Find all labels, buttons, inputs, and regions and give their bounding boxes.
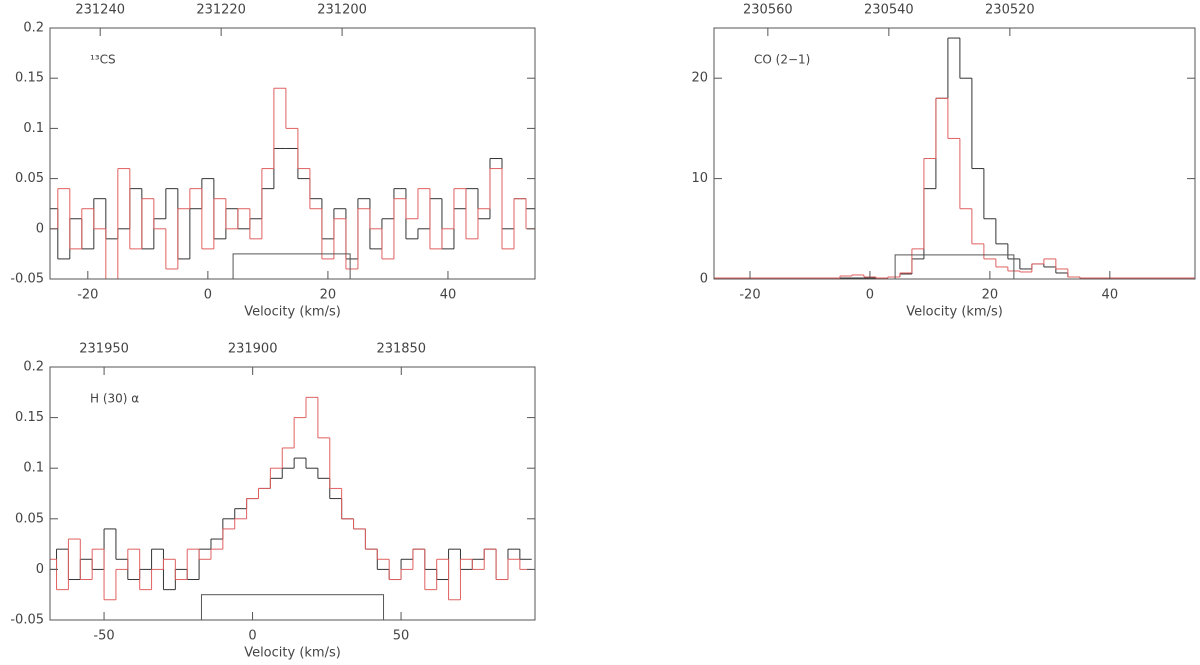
window-box xyxy=(232,253,351,279)
y-tick-label: 0.2 xyxy=(23,360,44,375)
x-tick-label: 40 xyxy=(1102,288,1119,303)
plot xyxy=(714,37,1195,279)
window-box xyxy=(200,594,385,620)
plot xyxy=(50,396,532,620)
x-axis-label: Velocity (km/s) xyxy=(244,646,341,661)
y-tick-label: 0 xyxy=(36,562,44,577)
x-tick-label: 50 xyxy=(393,629,410,644)
y-tick-label: 10 xyxy=(691,171,708,186)
x-tick-label: -20 xyxy=(77,288,98,303)
x2-tick-label: 231850 xyxy=(376,342,426,357)
x-tick-label: 0 xyxy=(866,288,874,303)
x2-tick-label: 230540 xyxy=(864,3,914,18)
x2-tick-label: 231900 xyxy=(228,342,278,357)
annotation: H (30) α xyxy=(90,392,139,406)
y-tick-label: 0.05 xyxy=(15,511,44,526)
annotation: ¹³CS xyxy=(90,53,116,67)
y-tick-label: 0.1 xyxy=(23,461,44,476)
y-tick-label: 0.15 xyxy=(15,410,44,425)
x-tick-label: 20 xyxy=(982,288,999,303)
annotation: CO (2−1) xyxy=(754,53,810,67)
y-tick-label: 0.2 xyxy=(23,21,44,36)
y-tick-label: -0.05 xyxy=(10,613,44,628)
x-tick-label: -50 xyxy=(93,629,114,644)
x-tick-label: 20 xyxy=(320,288,337,303)
x2-tick-label: 230520 xyxy=(985,3,1035,18)
y-tick-label: 20 xyxy=(691,71,708,86)
x2-tick-label: 231220 xyxy=(196,3,246,18)
y-tick-label: 0.05 xyxy=(15,171,44,186)
y-tick-label: -0.05 xyxy=(10,272,44,287)
y-tick-label: 0.15 xyxy=(15,71,44,86)
x2-tick-label: 231950 xyxy=(79,342,129,357)
x2-tick-label: 231240 xyxy=(75,3,125,18)
x2-tick-label: 231200 xyxy=(317,3,367,18)
window-box xyxy=(894,254,1015,279)
y-tick-label: 0.1 xyxy=(23,121,44,136)
frame xyxy=(49,366,536,621)
plot xyxy=(50,87,535,279)
x-tick-label: 40 xyxy=(440,288,457,303)
x-tick-label: 0 xyxy=(248,629,256,644)
y-tick-label: 0 xyxy=(36,221,44,236)
y-tick-label: 0 xyxy=(700,272,708,287)
x-tick-label: -20 xyxy=(739,288,760,303)
x-axis-label: Velocity (km/s) xyxy=(906,305,1003,320)
frame xyxy=(49,27,536,280)
x2-tick-label: 230560 xyxy=(743,3,793,18)
x-axis-label: Velocity (km/s) xyxy=(244,305,341,320)
x-tick-label: 0 xyxy=(204,288,212,303)
frame xyxy=(713,27,1196,280)
